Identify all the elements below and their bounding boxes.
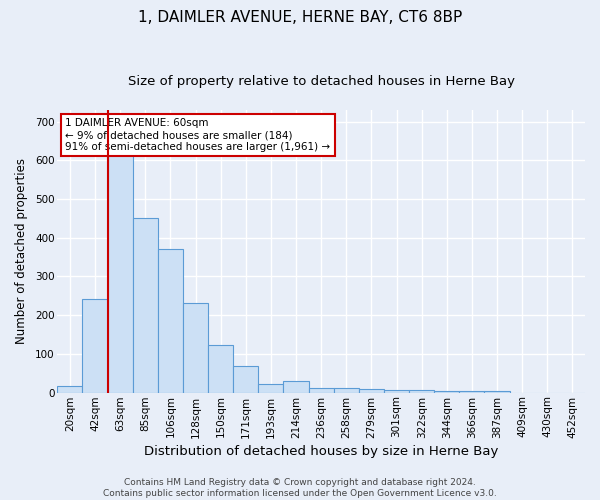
Bar [434,390,460,392]
Bar [107,137,133,392]
Text: 1, DAIMLER AVENUE, HERNE BAY, CT6 8BP: 1, DAIMLER AVENUE, HERNE BAY, CT6 8BP [138,10,462,25]
Bar [58,386,82,392]
Bar [133,218,158,392]
Bar [359,389,384,392]
Text: Contains HM Land Registry data © Crown copyright and database right 2024.
Contai: Contains HM Land Registry data © Crown c… [103,478,497,498]
Bar [283,381,308,392]
X-axis label: Distribution of detached houses by size in Herne Bay: Distribution of detached houses by size … [144,444,499,458]
Bar [384,390,409,392]
Bar [158,250,183,392]
Bar [334,388,359,392]
Bar [259,384,283,392]
Bar [308,388,334,392]
Bar [208,346,233,393]
Bar [484,390,509,392]
Bar [183,303,208,392]
Text: 1 DAIMLER AVENUE: 60sqm
← 9% of detached houses are smaller (184)
91% of semi-de: 1 DAIMLER AVENUE: 60sqm ← 9% of detached… [65,118,331,152]
Title: Size of property relative to detached houses in Herne Bay: Size of property relative to detached ho… [128,75,515,88]
Bar [82,298,107,392]
Y-axis label: Number of detached properties: Number of detached properties [15,158,28,344]
Bar [409,390,434,392]
Bar [233,366,259,392]
